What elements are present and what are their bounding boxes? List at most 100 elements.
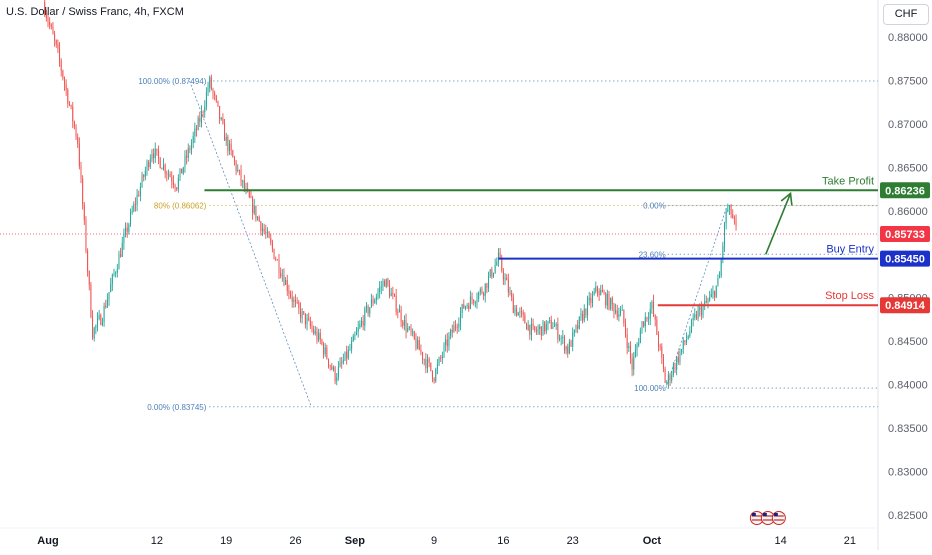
candle-body — [722, 245, 724, 260]
candle-body — [540, 326, 542, 336]
candle-body — [667, 374, 669, 383]
candle-body — [225, 136, 227, 141]
projection-arrow-shaft — [765, 193, 792, 255]
candle-body — [534, 326, 536, 331]
candle-body — [557, 323, 559, 339]
candle-body — [728, 205, 730, 210]
candle-body — [268, 232, 270, 238]
candle-body — [626, 334, 628, 348]
candle-body — [595, 286, 597, 293]
candle-body — [108, 292, 110, 300]
candle-body — [522, 312, 524, 315]
candle-body — [494, 265, 496, 273]
candle-body — [646, 317, 648, 320]
x-tick-label: 14 — [774, 535, 786, 547]
candle-body — [456, 327, 458, 329]
candle-body — [562, 336, 564, 339]
candle-body — [72, 106, 74, 122]
candle-body — [372, 299, 374, 304]
candle-body — [633, 357, 635, 370]
candle-body — [210, 77, 212, 90]
candle-body — [382, 281, 384, 287]
candle-body — [653, 301, 655, 316]
candle-body — [280, 272, 282, 277]
candle-body — [717, 278, 719, 286]
candle-body — [230, 143, 232, 151]
candle-body — [263, 228, 265, 232]
candle-body — [252, 197, 254, 214]
candle-body — [153, 153, 155, 159]
candle-body — [506, 277, 508, 281]
candle-body — [398, 310, 400, 313]
candle-body — [695, 314, 697, 319]
buy-entry-price-value: 0.85450 — [885, 254, 925, 266]
candle-body — [435, 369, 437, 382]
candle-body — [598, 290, 600, 295]
candle-body — [511, 292, 513, 298]
candle-body — [682, 340, 684, 349]
candle-body — [545, 324, 547, 332]
y-tick-label: 0.83000 — [888, 467, 928, 479]
candle-body — [186, 155, 188, 158]
currency-button[interactable]: CHF — [883, 4, 929, 25]
candle-body — [578, 316, 580, 329]
candle-body — [535, 330, 537, 332]
candle-body — [341, 362, 343, 363]
us-event-icon-canton — [762, 513, 767, 516]
candle-body — [54, 34, 56, 41]
candle-body — [214, 93, 216, 96]
candle-body — [588, 297, 590, 301]
candle-body — [172, 181, 174, 185]
candle-body — [123, 234, 125, 243]
candle-body — [502, 270, 504, 280]
candle-body — [347, 349, 349, 359]
candle-body — [158, 150, 160, 158]
candle-body — [699, 307, 701, 310]
candle-body — [365, 306, 367, 309]
candle-body — [474, 302, 476, 304]
candle-body — [164, 164, 166, 174]
candle-body — [649, 308, 651, 319]
candle-body — [115, 272, 117, 274]
candle-body — [582, 313, 584, 321]
candle-body — [324, 347, 326, 355]
candle-body — [403, 320, 405, 326]
candle-body — [92, 317, 94, 339]
candle-body — [516, 308, 518, 316]
candle-body — [337, 366, 339, 378]
take-profit-price-tag — [880, 182, 930, 199]
candle-body — [346, 351, 348, 359]
candle-body — [606, 293, 608, 306]
candle-body — [65, 84, 67, 90]
candle-body — [591, 294, 594, 303]
candle-body — [620, 310, 622, 314]
candle-body — [389, 285, 391, 297]
fib-left-top-label: 100.00% (0.87494) — [138, 77, 206, 86]
candle-body — [370, 299, 372, 308]
candle-body — [179, 168, 181, 179]
candle-body — [727, 209, 729, 212]
candle-body — [615, 310, 617, 313]
candle-body — [83, 204, 85, 221]
candle-body — [47, 17, 49, 23]
candle-body — [412, 331, 414, 333]
candle-body — [202, 111, 204, 113]
stop-loss-price-tag — [880, 297, 930, 314]
candle-body — [570, 341, 572, 347]
candle-body — [479, 289, 481, 293]
candle-body — [624, 323, 627, 335]
us-event-icon-canton — [751, 513, 756, 516]
candle-body — [453, 325, 455, 333]
candle-body — [715, 285, 717, 298]
x-tick-label: Aug — [37, 535, 58, 547]
candle-body — [266, 232, 268, 234]
candle-body — [512, 297, 514, 314]
candle-body — [139, 186, 141, 196]
candle-body — [445, 339, 447, 345]
candle-body — [448, 336, 450, 347]
candle-body — [240, 170, 242, 182]
y-tick-label: 0.87000 — [888, 119, 928, 131]
candle-body — [455, 325, 457, 328]
